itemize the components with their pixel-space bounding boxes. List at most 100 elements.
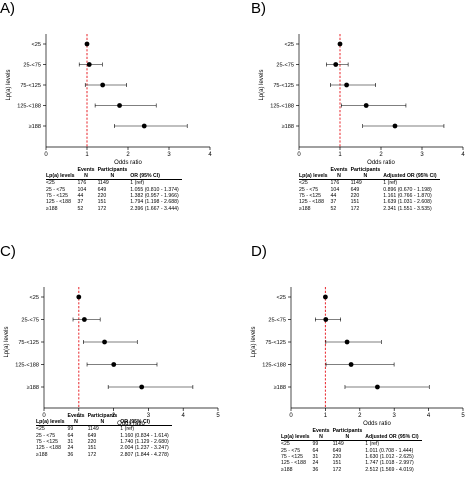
table-cell: 1149 <box>332 441 344 448</box>
table-cell: 649 <box>97 186 107 193</box>
x-tick-label: 2 <box>358 413 362 419</box>
table-row: 75 - <125 44 220 1.382 (0.957 - 1.966) <box>46 193 182 199</box>
header-label: Adjusted OR (95% CI) <box>383 172 437 179</box>
odds-ratio-point <box>375 384 380 390</box>
table-cell: 125 - <188 <box>46 199 71 206</box>
table-header-cell: OR (95% CI) <box>130 168 182 181</box>
table-header-cell: Participants N <box>97 167 131 181</box>
table-cell: 1.794 (1.198 - 2.688) <box>130 199 179 206</box>
x-tick-label: 3 <box>167 152 171 158</box>
table-cell: ≥188 <box>281 466 293 473</box>
x-tick-label: 4 <box>182 413 186 419</box>
panel-label: C) <box>0 243 16 260</box>
table-cell: 1 (ref) <box>130 180 145 187</box>
table-cell: 1149 <box>350 180 362 187</box>
y-axis-label: Lp(a) levels <box>4 326 10 357</box>
panel-label: D) <box>251 243 267 260</box>
table-cell: 151 <box>97 199 107 206</box>
x-tick-label: 5 <box>461 413 465 419</box>
table-cell: 2.512 (1.569 - 4.019) <box>365 466 414 473</box>
table-header-cell: Events N <box>312 428 333 442</box>
x-axis-label: Odds ratio <box>114 160 142 166</box>
header-label: Participants <box>332 428 363 434</box>
header-label: Lp(a) levels <box>281 433 310 440</box>
header-label: Lp(a) levels <box>46 172 75 179</box>
x-tick-label: 5 <box>216 413 220 419</box>
table-cell: <25 <box>281 441 290 448</box>
y-tick-label: 125-<188 <box>270 104 294 110</box>
table-cell: 176 <box>330 180 340 187</box>
table-row: ≥188 36 172 2.807 (1.844 - 4.278) <box>36 452 172 458</box>
table-header-cell: Events N <box>77 167 98 181</box>
table-cell: 52 <box>330 205 337 212</box>
results-table-a: Lp(a) levels Events N Participants N OR (95% … <box>46 167 182 212</box>
y-tick-label: <25 <box>30 295 40 301</box>
table-cell: 2.341 (1.551 - 3.535) <box>383 205 432 212</box>
odds-ratio-point <box>337 41 343 47</box>
header-label: Participants <box>97 167 128 173</box>
table-cell: 172 <box>97 205 107 212</box>
header-label: Adjusted OR (95% CI) <box>365 433 419 440</box>
table-cell: 25 - <75 <box>299 186 319 193</box>
x-tick-label: 2 <box>379 152 383 158</box>
table-cell: 1.740 (1.129 - 2.680) <box>120 439 169 445</box>
table-row: 75 - <125 31 220 1.740 (1.129 - 2.680) <box>36 439 172 445</box>
table-header-cell: Lp(a) levels <box>46 168 78 181</box>
table-row: <25 176 1149 1 (ref) <box>299 180 440 187</box>
header-sublabel: N <box>100 418 105 425</box>
table-cell: 1 (ref) <box>383 180 398 187</box>
table-cell: <25 <box>46 180 55 187</box>
header-sublabel: N <box>319 433 323 440</box>
y-tick-label: 75-<125 <box>20 83 41 89</box>
table-cell: 2.396 (1.667 - 3.444) <box>130 205 179 212</box>
odds-ratio-point <box>102 339 107 345</box>
y-tick-label: 25-<75 <box>268 318 286 324</box>
odds-ratio-point <box>100 82 106 88</box>
header-sublabel: N <box>84 172 88 179</box>
table-cell: 75 - <125 <box>281 454 304 460</box>
x-tick-label: 1 <box>324 413 328 419</box>
header-sublabel: N <box>74 418 78 425</box>
odds-ratio-point <box>76 294 82 300</box>
table-cell: 125 - <188 <box>36 445 61 452</box>
table-cell: 64 <box>312 447 319 454</box>
table-header-cell: Participants N <box>87 413 121 427</box>
table-cell: 24 <box>312 460 319 467</box>
forest-plot-b: 0 1 2 3 4 Odds ratio Lp(a) levels <25 25-<75 75-<… <box>259 34 465 166</box>
forest-panel-b: B) 0 1 2 3 4 Odds ratio Lp(a) levels <25 25-<75 7… <box>237 0 474 242</box>
table-cell: 36 <box>312 466 319 473</box>
x-tick-label: 0 <box>44 152 48 158</box>
x-tick-label: 1 <box>338 152 342 158</box>
y-tick-label: 125-<188 <box>262 363 286 369</box>
table-cell: 75 - <125 <box>299 193 322 199</box>
table-row: 75 - <125 44 220 1.161 (0.766 - 1.870) <box>299 193 440 199</box>
odds-ratio-point <box>117 103 122 108</box>
y-axis-label: Lp(a) levels <box>6 69 12 100</box>
table-cell: 649 <box>332 447 342 454</box>
table-row: 125 - <188 37 151 1.794 (1.198 - 2.688) <box>46 199 182 205</box>
table-row: <25 176 1149 1 (ref) <box>46 180 182 187</box>
table-header-cell: Participants N <box>332 428 366 442</box>
y-tick-label: <25 <box>285 42 295 48</box>
y-tick-label: 75-<125 <box>273 83 294 89</box>
header-label: Lp(a) levels <box>36 418 65 425</box>
odds-ratio-point <box>81 317 87 322</box>
y-tick-label: <25 <box>277 295 287 301</box>
odds-ratio-point <box>348 362 354 367</box>
y-axis-label: Lp(a) levels <box>251 326 257 357</box>
odds-ratio-point <box>344 82 350 88</box>
table-cell: 44 <box>330 193 337 199</box>
table-cell: 1.382 (0.957 - 1.966) <box>130 193 179 199</box>
table-cell: 220 <box>87 439 97 445</box>
x-tick-label: 4 <box>461 152 465 158</box>
table-cell: 2.807 (1.844 - 4.278) <box>120 451 169 458</box>
y-tick-label: ≥188 <box>282 124 294 130</box>
x-tick-label: 4 <box>427 413 431 419</box>
table-header-cell: Lp(a) levels <box>299 168 331 181</box>
table-cell: 104 <box>330 186 340 193</box>
table-header-row: Lp(a) levels Events N Participants N Adjusted… <box>299 167 440 181</box>
y-tick-label: 125-<188 <box>17 104 41 110</box>
table-cell: 104 <box>77 186 87 193</box>
table-row: <25 99 1149 1 (ref) <box>281 441 422 448</box>
